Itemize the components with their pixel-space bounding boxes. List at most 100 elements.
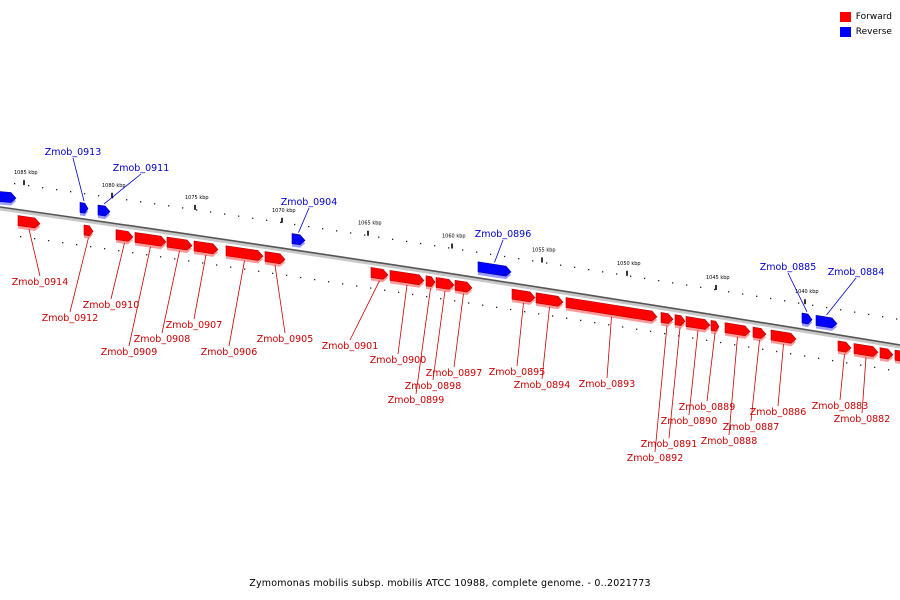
- minor-tick: [524, 311, 526, 313]
- minor-tick: [168, 205, 170, 207]
- leader-line: [397, 284, 408, 355]
- minor-tick: [188, 260, 190, 262]
- minor-tick: [356, 285, 358, 287]
- gene-zmob-0894: [535, 292, 564, 307]
- minor-tick: [846, 362, 848, 364]
- minor-tick: [392, 238, 394, 240]
- leader-line: [161, 250, 180, 334]
- minor-tick: [552, 315, 554, 317]
- minor-tick: [602, 271, 604, 273]
- leader-line: [787, 272, 808, 313]
- minor-tick: [826, 306, 828, 309]
- minor-tick: [734, 344, 736, 346]
- minor-tick: [202, 262, 204, 264]
- minor-tick: [406, 240, 408, 243]
- minor-tick: [756, 295, 758, 297]
- minor-tick: [546, 262, 548, 264]
- leader-line: [28, 229, 41, 277]
- scale-label: 1060 kbp: [442, 234, 466, 240]
- minor-tick: [48, 239, 50, 242]
- gene-zmob-0884-label: Zmob_0884: [828, 267, 885, 278]
- gene-zmob-0886: [770, 329, 797, 344]
- gene-zmob-0885-label: Zmob_0885: [760, 262, 817, 273]
- gene-zmob-0888-label: Zmob_0888: [701, 436, 758, 447]
- gene-zmob-0893-label: Zmob_0893: [579, 379, 636, 390]
- gene-zmob-0896: [477, 261, 512, 277]
- gene-zmob-0901-label: Zmob_0901: [322, 341, 379, 352]
- gene-zmob-0889-label: Zmob_0889: [679, 402, 736, 413]
- minor-tick: [630, 275, 632, 277]
- gene-zmob-0904-label: Zmob_0904: [281, 197, 338, 208]
- gene-zmob-0886-label: Zmob_0886: [750, 407, 807, 418]
- minor-tick: [784, 300, 786, 302]
- minor-tick: [90, 246, 92, 248]
- minor-tick: [140, 201, 142, 203]
- gene-zmob-0912-label: Zmob_0912: [42, 313, 99, 324]
- minor-tick: [588, 268, 590, 271]
- gene-zmob-0913: [79, 202, 89, 214]
- leader-line: [103, 173, 142, 205]
- minor-tick: [104, 248, 106, 250]
- minor-tick: [196, 209, 198, 211]
- leader-line: [839, 353, 845, 401]
- minor-tick: [594, 321, 596, 324]
- leader-line: [750, 340, 760, 422]
- minor-tick: [462, 249, 464, 251]
- minor-tick: [874, 366, 876, 369]
- minor-tick: [882, 316, 884, 318]
- minor-tick: [896, 318, 898, 320]
- gene-zmob-0909-label: Zmob_0909: [101, 347, 158, 358]
- scale-label: 1080 kbp: [102, 183, 126, 189]
- minor-tick: [664, 332, 666, 335]
- leader-line: [415, 288, 431, 395]
- minor-tick: [476, 251, 478, 253]
- minor-tick: [314, 278, 316, 281]
- leader-line: [728, 336, 738, 436]
- gene-zmob-0889: [710, 320, 720, 332]
- leader-line: [606, 316, 612, 379]
- gene-zmob-0906-label: Zmob_0906: [201, 347, 258, 358]
- minor-tick: [42, 186, 44, 189]
- gene-zmob-0894-label: Zmob_0894: [514, 380, 571, 391]
- minor-tick: [308, 225, 310, 228]
- minor-tick: [132, 252, 134, 254]
- minor-tick: [532, 260, 534, 262]
- minor-tick: [860, 364, 862, 366]
- scale-label: 1085 kbp: [14, 170, 38, 176]
- gene-zmob-0897: [454, 279, 473, 293]
- legend-reverse: Reverse: [839, 24, 892, 39]
- minor-tick: [84, 193, 86, 195]
- gene-zmob-0911-label: Zmob_0911: [113, 163, 170, 174]
- minor-tick: [300, 276, 302, 279]
- leader-line: [69, 237, 89, 313]
- gene-partial: [894, 349, 900, 362]
- leader-line: [494, 239, 504, 263]
- minor-tick: [328, 281, 330, 283]
- gene-zmob-0908-label: Zmob_0908: [134, 334, 191, 345]
- minor-tick: [854, 311, 856, 313]
- leader-line: [110, 242, 125, 300]
- gene-zmob-0890: [685, 316, 711, 330]
- minor-tick: [224, 213, 226, 215]
- minor-tick: [720, 341, 722, 344]
- gene-zmob-0882-label: Zmob_0882: [834, 414, 891, 425]
- minor-tick: [70, 190, 72, 193]
- gene-zmob-0904: [291, 233, 306, 246]
- gene-zmob-0900: [389, 270, 425, 286]
- minor-tick: [62, 241, 64, 244]
- minor-tick: [294, 223, 296, 226]
- gene-zmob-0890-label: Zmob_0890: [661, 416, 718, 427]
- minor-tick: [804, 355, 806, 357]
- minor-tick: [420, 242, 422, 245]
- minor-tick: [440, 298, 442, 300]
- gene-zmob-0888: [724, 322, 751, 337]
- minor-tick: [252, 217, 254, 219]
- minor-tick: [658, 279, 660, 282]
- minor-tick: [230, 266, 232, 268]
- minor-tick: [126, 199, 128, 201]
- gene-zmob-0887-label: Zmob_0887: [723, 422, 780, 433]
- leader-line: [688, 330, 699, 416]
- scale-label: 1050 kbp: [617, 261, 641, 267]
- scale-label: 1045 kbp: [706, 275, 730, 281]
- leader-line: [516, 302, 524, 367]
